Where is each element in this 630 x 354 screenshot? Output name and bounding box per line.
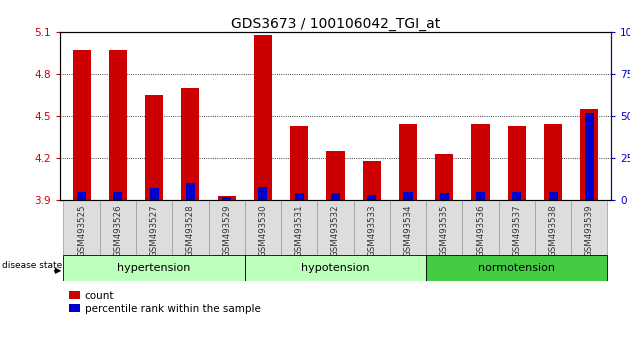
Bar xyxy=(535,200,571,255)
Bar xyxy=(136,200,172,255)
Bar xyxy=(209,200,245,255)
Text: hypertension: hypertension xyxy=(117,263,191,273)
Text: GSM493539: GSM493539 xyxy=(585,204,594,257)
Bar xyxy=(462,200,499,255)
Bar xyxy=(245,200,281,255)
Bar xyxy=(512,192,522,200)
Text: GSM493531: GSM493531 xyxy=(295,204,304,257)
Text: GSM493535: GSM493535 xyxy=(440,204,449,257)
Bar xyxy=(290,126,308,200)
Text: GSM493537: GSM493537 xyxy=(512,204,521,257)
Bar xyxy=(113,192,122,200)
Bar xyxy=(440,193,449,200)
Bar xyxy=(580,109,598,200)
Text: GSM493538: GSM493538 xyxy=(549,204,558,257)
Bar xyxy=(549,192,558,200)
Bar xyxy=(399,124,417,200)
Bar xyxy=(149,188,159,200)
Bar xyxy=(100,200,136,255)
Bar xyxy=(435,154,454,200)
Bar xyxy=(254,35,272,200)
Text: GSM493532: GSM493532 xyxy=(331,204,340,257)
Bar xyxy=(403,192,413,200)
Bar xyxy=(245,255,426,281)
Title: GDS3673 / 100106042_TGI_at: GDS3673 / 100106042_TGI_at xyxy=(231,17,440,31)
Bar xyxy=(426,200,462,255)
Text: GSM493525: GSM493525 xyxy=(77,204,86,257)
Bar xyxy=(353,200,390,255)
Bar xyxy=(64,255,245,281)
Text: disease state: disease state xyxy=(2,261,62,270)
Text: GSM493530: GSM493530 xyxy=(258,204,268,257)
Bar xyxy=(476,192,485,200)
Bar xyxy=(318,200,353,255)
Text: GSM493529: GSM493529 xyxy=(222,204,231,257)
Bar xyxy=(571,200,607,255)
Text: GSM493536: GSM493536 xyxy=(476,204,485,257)
Bar xyxy=(326,151,345,200)
Bar xyxy=(72,50,91,200)
Bar xyxy=(295,193,304,200)
Text: hypotension: hypotension xyxy=(301,263,370,273)
Text: normotension: normotension xyxy=(478,263,555,273)
Bar xyxy=(426,255,607,281)
Text: GSM493528: GSM493528 xyxy=(186,204,195,257)
Bar xyxy=(281,200,318,255)
Bar xyxy=(145,95,163,200)
Bar xyxy=(367,195,376,200)
Bar xyxy=(499,200,535,255)
Bar xyxy=(508,126,526,200)
Bar xyxy=(390,200,426,255)
Bar xyxy=(544,124,562,200)
Bar xyxy=(222,197,231,200)
Text: GSM493533: GSM493533 xyxy=(367,204,376,257)
Bar xyxy=(331,193,340,200)
Bar xyxy=(258,187,268,200)
Text: GSM493534: GSM493534 xyxy=(403,204,413,257)
Bar xyxy=(585,113,594,200)
Bar xyxy=(109,50,127,200)
Bar xyxy=(64,200,100,255)
Bar xyxy=(181,88,200,200)
Legend: count, percentile rank within the sample: count, percentile rank within the sample xyxy=(65,287,265,318)
Bar xyxy=(186,183,195,200)
Bar xyxy=(471,124,490,200)
Text: GSM493527: GSM493527 xyxy=(150,204,159,257)
Bar xyxy=(77,192,86,200)
Bar xyxy=(172,200,209,255)
Text: GSM493526: GSM493526 xyxy=(113,204,122,257)
Bar xyxy=(217,196,236,200)
Bar xyxy=(363,161,381,200)
